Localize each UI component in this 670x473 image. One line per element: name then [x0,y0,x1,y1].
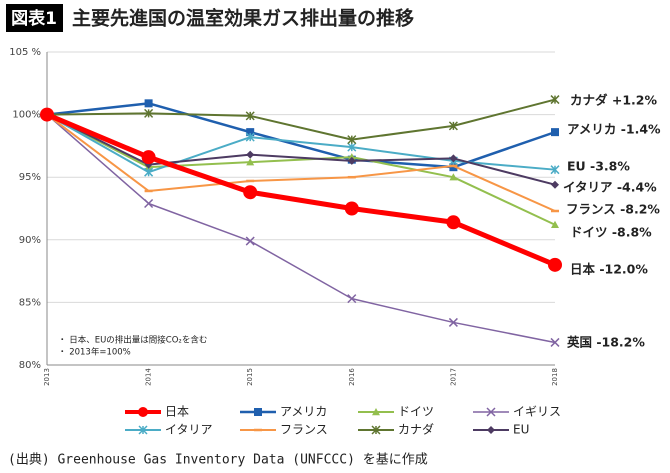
legend-label: イギリス [513,405,561,419]
annotation: アメリカ -1.4% [567,122,661,137]
legend-marker [138,407,148,417]
point [245,132,255,142]
legend-label: イタリア [165,423,213,437]
note: ・ 2013年=100% [58,347,131,358]
y-tick-label: 105 % [9,47,41,58]
x-tick-label: 2014 [145,368,153,386]
series-line [46,98,556,141]
source: (出典) Greenhouse Gas Inventory Data (UNFC… [8,453,428,468]
point [551,180,559,189]
annotation: EU -3.8% [567,159,630,174]
legend-label: アメリカ [280,405,327,419]
point [347,142,357,152]
y-tick-label: 85% [19,297,41,308]
point [141,150,156,165]
series-line [46,113,556,186]
badge: 図表1 [11,8,57,29]
point [548,257,562,272]
legend-marker [371,425,381,435]
annotation: イタリア -4.4% [563,180,657,195]
point [551,220,559,228]
note: ・ 日本、EUの排出量は間接CO₂を含む [58,335,207,346]
legend-marker [372,408,380,416]
point [245,111,255,121]
point [144,167,154,177]
y-tick-label: 95% [19,172,41,183]
x-tick-label: 2018 [551,368,559,386]
legend-label: 日本 [165,405,189,419]
point [448,317,458,327]
legend-label: ドイツ [398,405,434,419]
series-line [46,113,556,212]
badge-box [6,4,63,32]
point [448,121,458,131]
point [144,108,154,118]
point [246,158,255,166]
x-tick-label: 2015 [246,368,254,386]
point [550,95,560,105]
point [246,128,255,137]
point [347,153,356,161]
y-tick-label: 90% [19,235,41,246]
point [347,135,357,145]
series-line [46,113,556,174]
point [449,163,458,172]
legend-marker [486,407,496,417]
series-line [46,112,556,268]
point [550,337,560,347]
legend-marker [487,426,495,434]
annotation: カナダ +1.2% [570,93,657,108]
y-tick-label: 100% [12,110,41,121]
annotation: 日本 -12.0% [570,262,648,277]
x-tick-label: 2016 [348,368,356,386]
point [449,154,458,163]
legend-label: EU [513,423,529,437]
point [550,165,560,175]
point [245,236,255,246]
legend-marker [138,425,148,435]
point [347,156,356,165]
point [40,107,54,122]
point [449,173,458,181]
x-tick-label: 2013 [43,368,51,386]
chart-title: 主要先進国の温室効果ガス排出量の推移 [72,7,414,30]
point [243,185,258,200]
point [246,150,255,159]
annotation: フランス -8.2% [566,202,660,217]
legend-label: フランス [280,423,328,437]
series-line [46,113,556,226]
point [144,198,154,209]
point [446,215,461,230]
legend-marker [254,408,262,416]
point [347,294,357,304]
series-line [46,102,556,169]
point [344,201,359,216]
x-tick-label: 2017 [449,368,457,386]
legend-label: カナダ [398,422,434,437]
point [144,99,153,108]
point [551,128,559,137]
y-tick-label: 80% [19,360,41,371]
annotation: 英国 -18.2% [567,335,645,350]
series-line [46,114,556,344]
annotation: ドイツ -8.8% [570,225,652,240]
